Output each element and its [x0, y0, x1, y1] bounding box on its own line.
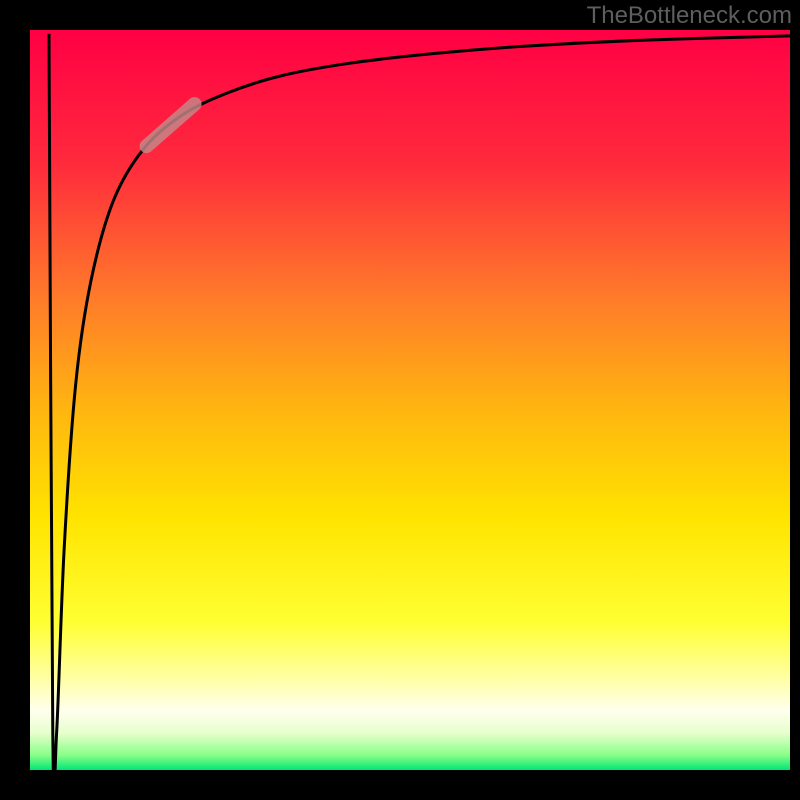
bottleneck-curve [49, 34, 790, 793]
watermark-text: TheBottleneck.com [587, 2, 792, 30]
plot-area [30, 30, 790, 770]
curve-layer [30, 30, 790, 770]
highlight-marker [147, 104, 195, 146]
